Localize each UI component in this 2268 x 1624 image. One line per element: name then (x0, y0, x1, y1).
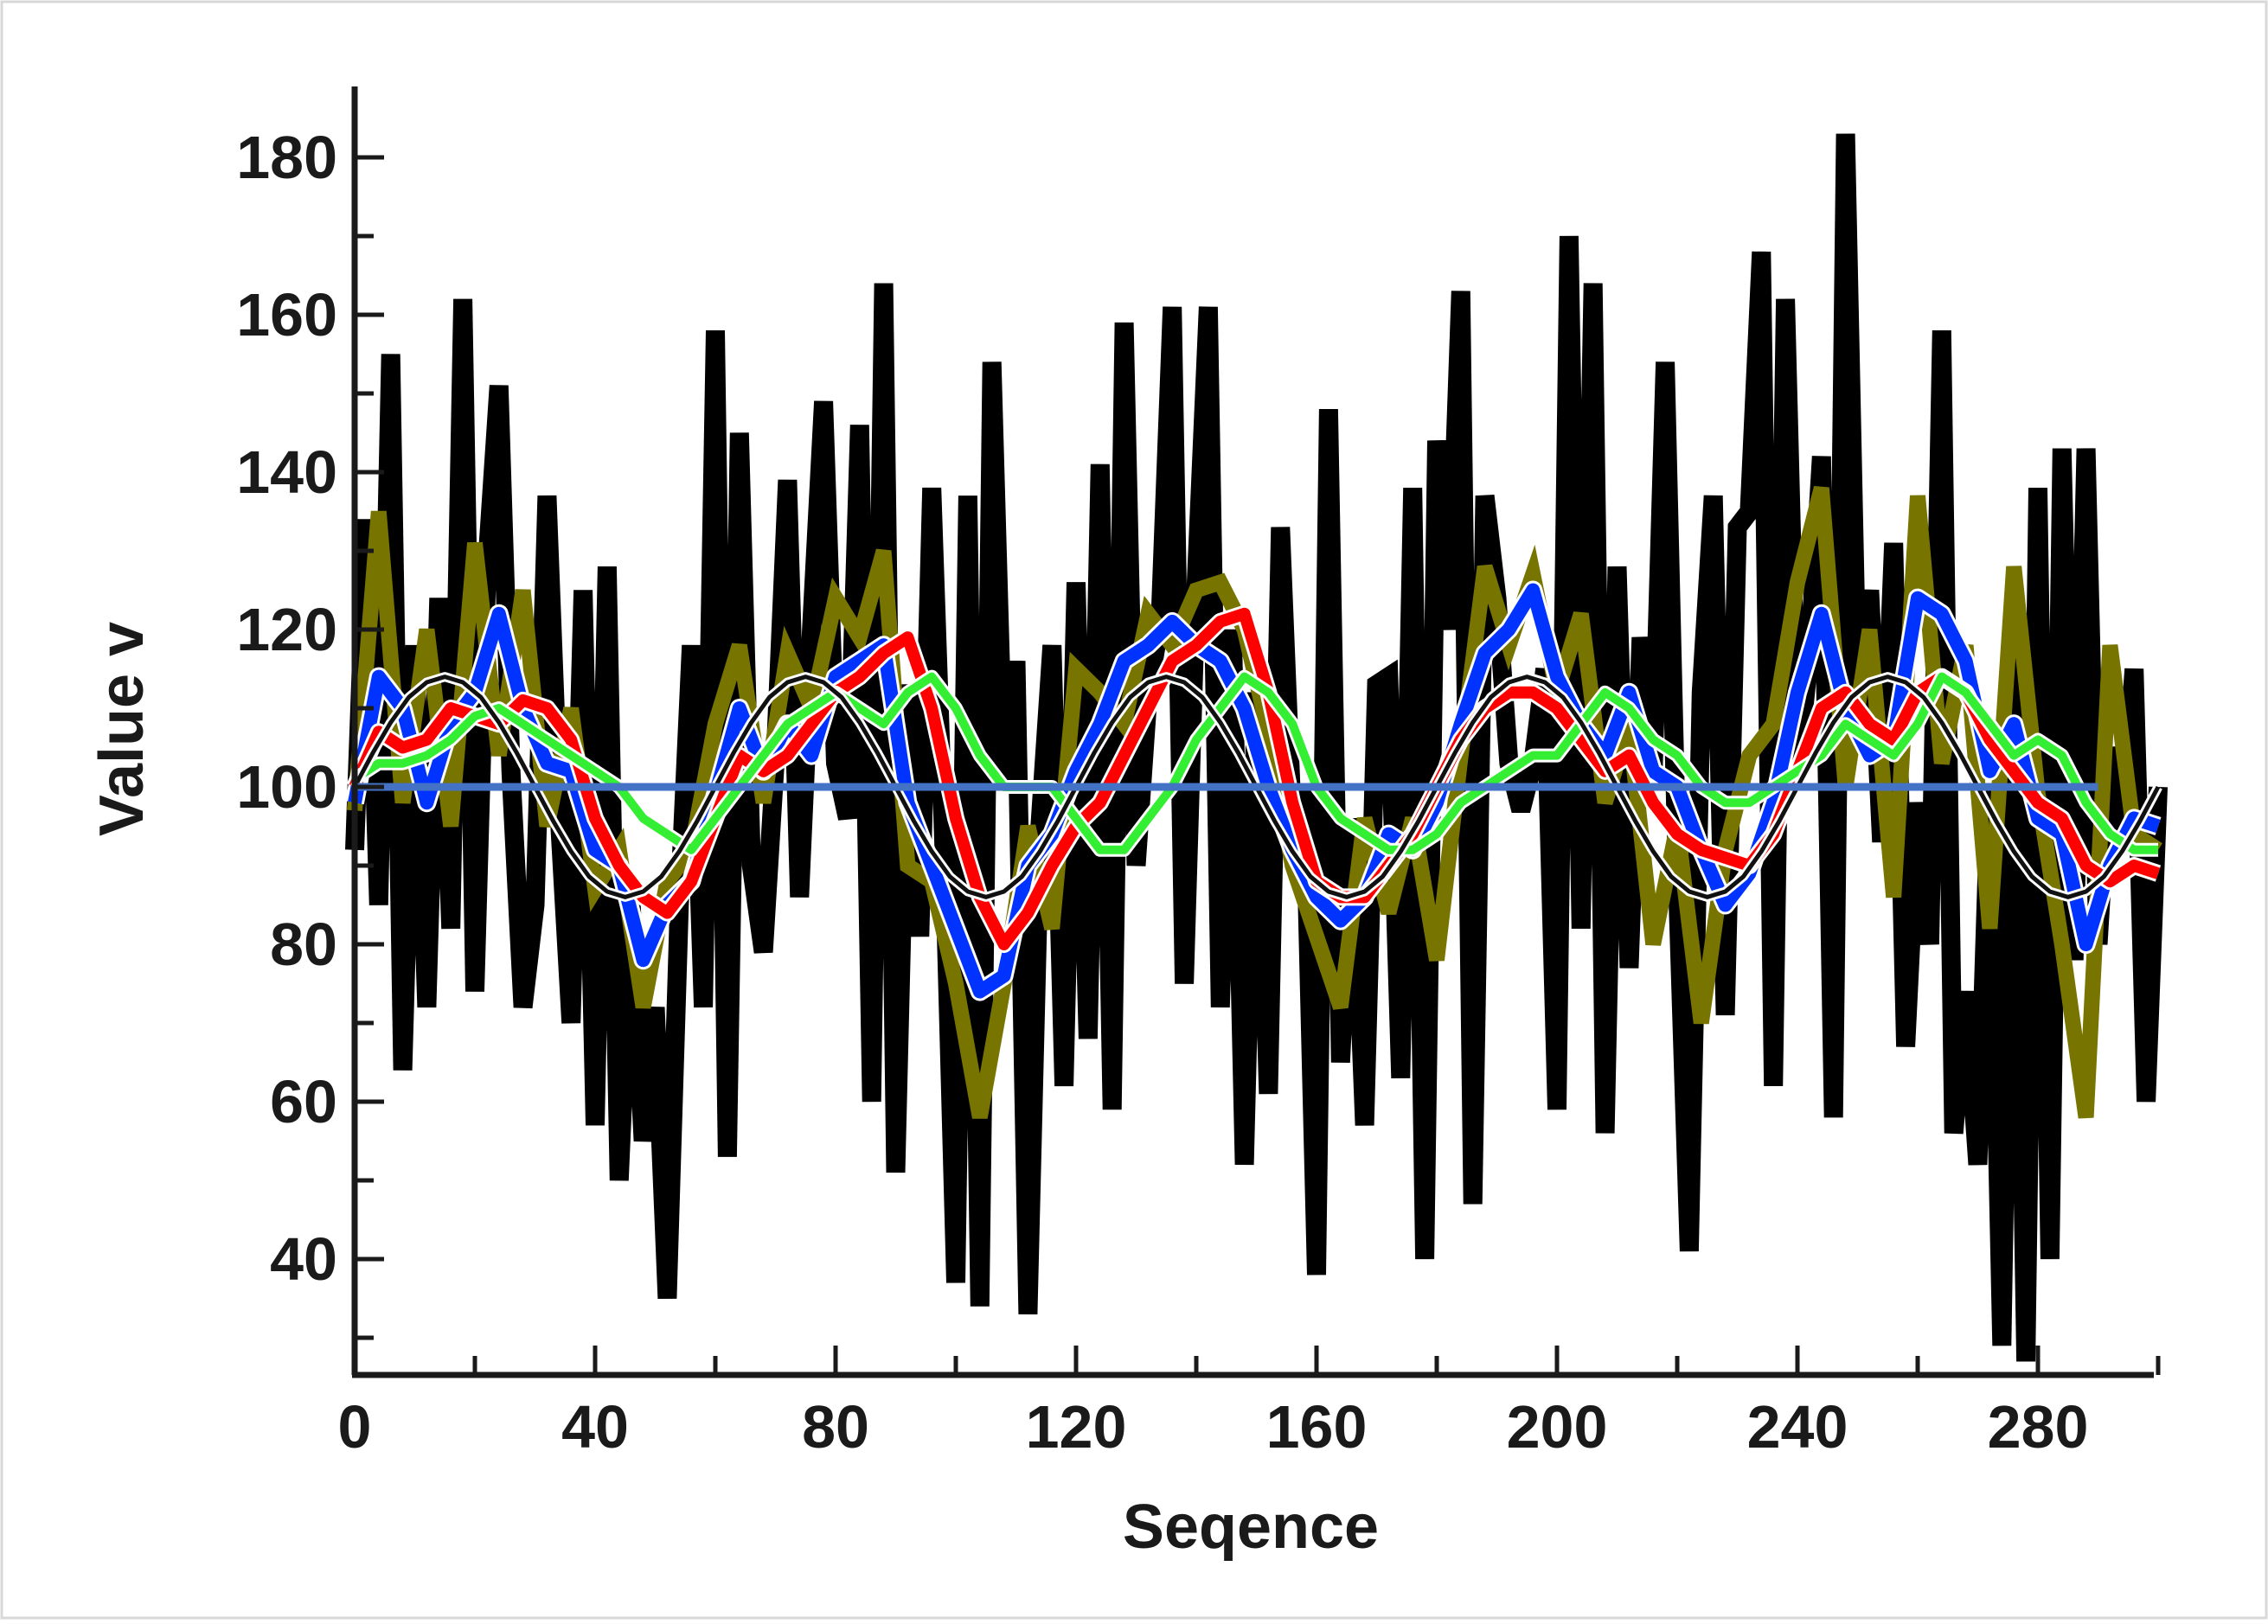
x-tick-label: 160 (1266, 1393, 1368, 1461)
y-tick-label: 80 (270, 911, 337, 978)
y-tick-label: 140 (236, 438, 337, 506)
axes-layer: 40 60 80 100 120 140 160 180 0 40 80 120 160 200 240 28… (236, 86, 2161, 1461)
x-tick-label: 120 (1026, 1393, 1127, 1461)
x-tick-label: 80 (802, 1393, 869, 1461)
x-tick-label: 200 (1507, 1393, 1608, 1461)
x-tick-label: 280 (1988, 1393, 2089, 1461)
x-axis-title: Seqence (1123, 1493, 1379, 1562)
series-layer (345, 133, 2168, 1362)
y-tick-label: 120 (236, 596, 337, 663)
series-line-red (349, 607, 2161, 950)
y-tick-label: 100 (236, 753, 337, 821)
x-tick-label: 40 (561, 1393, 629, 1461)
x-tick-label: 240 (1747, 1393, 1848, 1461)
x-tick-label: 0 (338, 1393, 372, 1461)
y-tick-label: 40 (270, 1225, 337, 1293)
series-line-green (352, 672, 2158, 854)
y-tick-label: 60 (270, 1068, 337, 1135)
y-tick-label: 160 (236, 281, 337, 348)
y-tick-label: 180 (236, 124, 337, 191)
y-axis-title: Value v (87, 622, 157, 836)
